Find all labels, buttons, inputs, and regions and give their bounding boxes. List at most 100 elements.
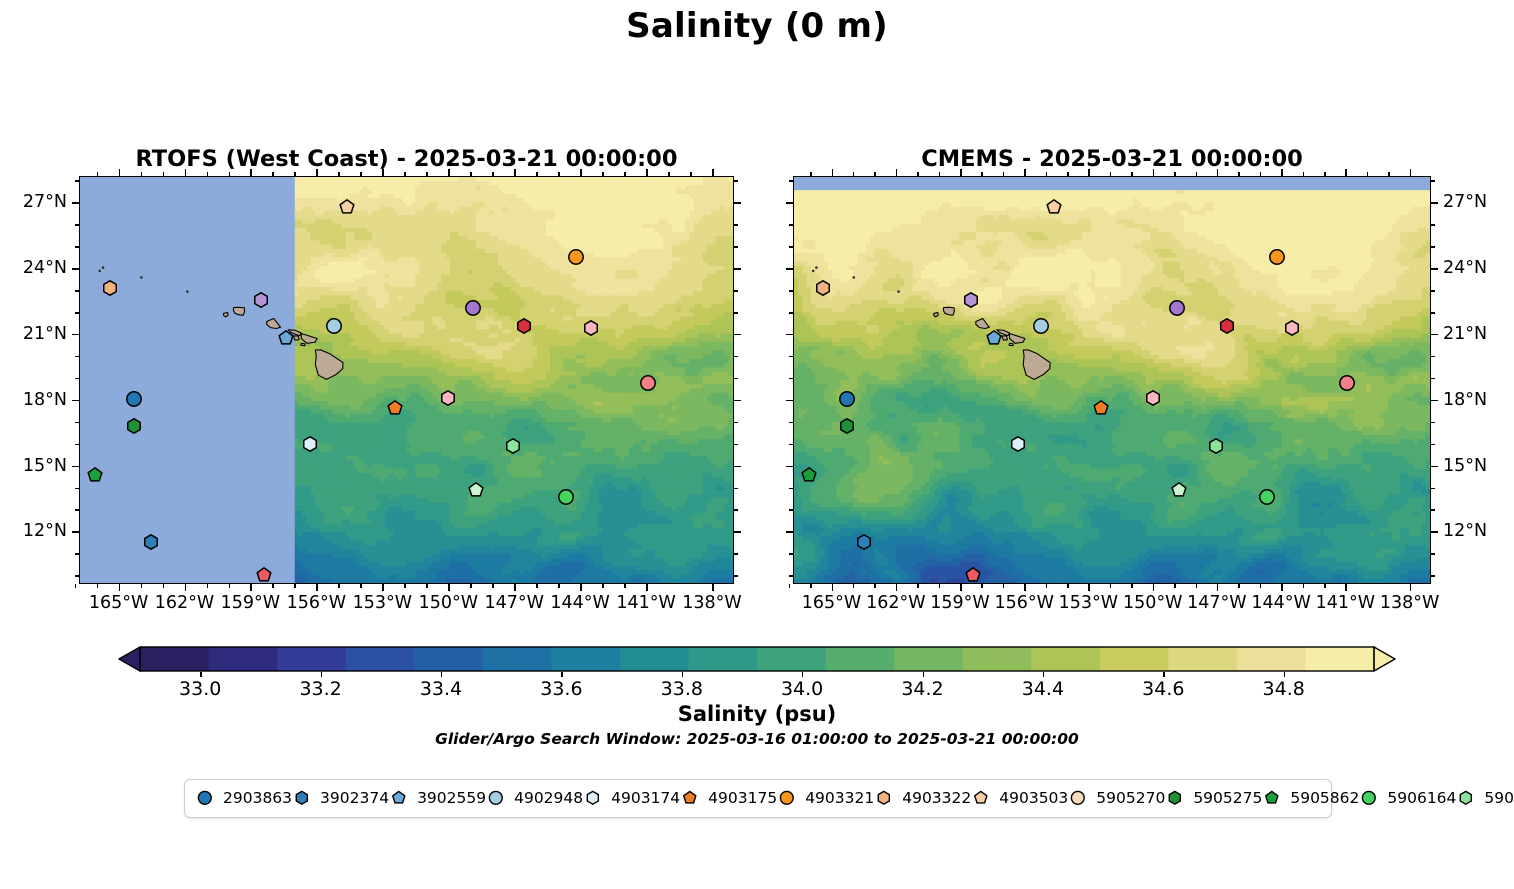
platform-marker-5906471[interactable]	[1171, 481, 1188, 498]
xtick-label: 147°W	[484, 593, 543, 613]
map-frame-cmems[interactable]	[793, 176, 1431, 584]
legend-item-5906164[interactable]: 5906164	[1359, 789, 1456, 807]
platform-marker-5906757[interactable]	[1144, 389, 1161, 406]
colorbar-tick	[200, 672, 202, 677]
xtick	[118, 584, 121, 591]
legend-item-2903863[interactable]: 2903863	[195, 789, 292, 807]
legend-marker-hexagon-icon	[1165, 790, 1184, 806]
legend-marker-pentagon-icon	[389, 790, 408, 806]
platform-marker-5906757[interactable]	[439, 389, 456, 406]
platform-marker-4903321[interactable]	[567, 248, 584, 266]
platform-marker-3902374[interactable]	[855, 533, 872, 551]
platform-marker-4902948[interactable]	[325, 317, 342, 335]
platform-marker-5907061[interactable]	[465, 299, 482, 316]
legend-item-5905270[interactable]: 5905270	[1068, 789, 1165, 807]
platform-marker-3902374[interactable]	[143, 533, 160, 551]
platform-marker-5906164[interactable]	[1258, 489, 1276, 506]
platform-marker-5906564[interactable]	[255, 566, 272, 583]
platform-marker-2903863[interactable]	[125, 390, 142, 407]
xtick-top	[250, 169, 252, 176]
legend-label: 2903863	[223, 789, 292, 807]
platform-marker-5905275[interactable]	[838, 417, 855, 434]
platform-marker-4903322[interactable]	[101, 279, 118, 296]
platform-marker-4903321[interactable]	[1268, 248, 1285, 266]
platform-marker-5906400[interactable]	[1207, 437, 1224, 454]
platform-marker-3902559[interactable]	[985, 329, 1002, 346]
xtick-top	[810, 172, 812, 176]
xtick	[1345, 584, 1347, 591]
xtick-minor	[558, 584, 560, 588]
xtick-top	[470, 172, 472, 176]
platform-marker-3902559[interactable]	[277, 329, 294, 346]
legend-item-4903175[interactable]: 4903175	[680, 789, 777, 807]
platform-marker-4903174[interactable]	[301, 435, 318, 452]
xtick-label: 153°W	[353, 593, 412, 613]
colorbar-tick-label: 34.0	[781, 678, 823, 700]
platform-marker-4903322[interactable]	[814, 279, 831, 296]
ytick-label: 12°N	[0, 521, 67, 541]
ytick-minor	[75, 509, 79, 511]
platform-marker-5906400[interactable]	[504, 437, 521, 454]
ytick-minor	[734, 421, 738, 424]
legend-item-5905862[interactable]: 5905862	[1262, 789, 1359, 807]
platform-marker-5906752[interactable]	[639, 374, 657, 392]
platform-marker-4903175[interactable]	[387, 400, 404, 417]
xtick-top	[316, 169, 318, 176]
xtick-minor	[1259, 584, 1262, 588]
platform-marker-5906752[interactable]	[1339, 374, 1356, 392]
legend-item-4903174[interactable]: 4903174	[583, 789, 680, 807]
platform-marker-5906757[interactable]	[1283, 320, 1300, 337]
platform-marker-7901106[interactable]	[253, 291, 270, 308]
legend-item-5905275[interactable]: 5905275	[1165, 789, 1262, 807]
platform-marker-5906471[interactable]	[467, 481, 484, 498]
ytick	[72, 465, 79, 468]
platform-marker-7901106[interactable]	[962, 291, 979, 308]
platform-marker-4903174[interactable]	[1009, 435, 1026, 452]
legend-item-5906400[interactable]: 5906400	[1456, 789, 1514, 807]
platform-marker-4903503[interactable]	[338, 198, 355, 215]
platform-marker-5907061[interactable]	[1168, 299, 1186, 316]
platform-marker-5906757[interactable]	[582, 320, 599, 337]
platform-marker-5905862[interactable]	[87, 467, 104, 484]
platform-marker-5906164[interactable]	[557, 489, 574, 506]
platform-marker-5906529[interactable]	[515, 317, 532, 335]
xtick	[1152, 584, 1155, 591]
legend-item-4903503[interactable]: 4903503	[971, 789, 1068, 807]
legend-label: 5906164	[1387, 789, 1456, 807]
platform-marker-5906564[interactable]	[964, 566, 981, 583]
xtick-top	[492, 172, 494, 176]
legend-label: 4903321	[805, 789, 874, 807]
ytick-minor	[789, 553, 793, 555]
platform-marker-2903863[interactable]	[838, 390, 855, 407]
legend-item-3902559[interactable]: 3902559	[389, 789, 486, 807]
platform-marker-5905862[interactable]	[800, 467, 817, 484]
legend-marker-hexagon-icon	[292, 790, 311, 806]
map-frame-rtofs[interactable]	[79, 176, 734, 584]
legend-item-4902948[interactable]: 4902948	[486, 789, 583, 807]
xtick	[1088, 584, 1090, 591]
xtick-minor	[1302, 584, 1305, 588]
platform-marker-4902948[interactable]	[1033, 317, 1050, 335]
legend-item-4903321[interactable]: 4903321	[777, 789, 874, 807]
xtick-minor	[1002, 584, 1005, 588]
platform-marker-4903503[interactable]	[1045, 198, 1062, 215]
ytick	[72, 399, 79, 402]
legend-item-3902374[interactable]: 3902374	[292, 789, 389, 807]
platform-marker-4903175[interactable]	[1092, 400, 1109, 417]
legend-label: 5905270	[1096, 789, 1165, 807]
xtick-top	[514, 169, 516, 176]
xtick-minor	[917, 584, 919, 588]
xtick-minor	[852, 584, 855, 588]
xtick-top	[1195, 172, 1198, 176]
ytick-minor	[1431, 553, 1435, 555]
xtick-top	[1045, 172, 1048, 176]
search-window-caption: Glider/Argo Search Window: 2025-03-16 01…	[0, 730, 1514, 748]
legend-label: 4903174	[611, 789, 680, 807]
xtick-top	[1281, 169, 1283, 176]
legend-item-4903322[interactable]: 4903322	[874, 789, 971, 807]
platform-marker-5905275[interactable]	[125, 417, 142, 434]
ytick-minor	[734, 487, 738, 490]
xtick	[1216, 584, 1219, 591]
xtick	[1281, 584, 1283, 591]
platform-marker-5906529[interactable]	[1218, 317, 1235, 335]
